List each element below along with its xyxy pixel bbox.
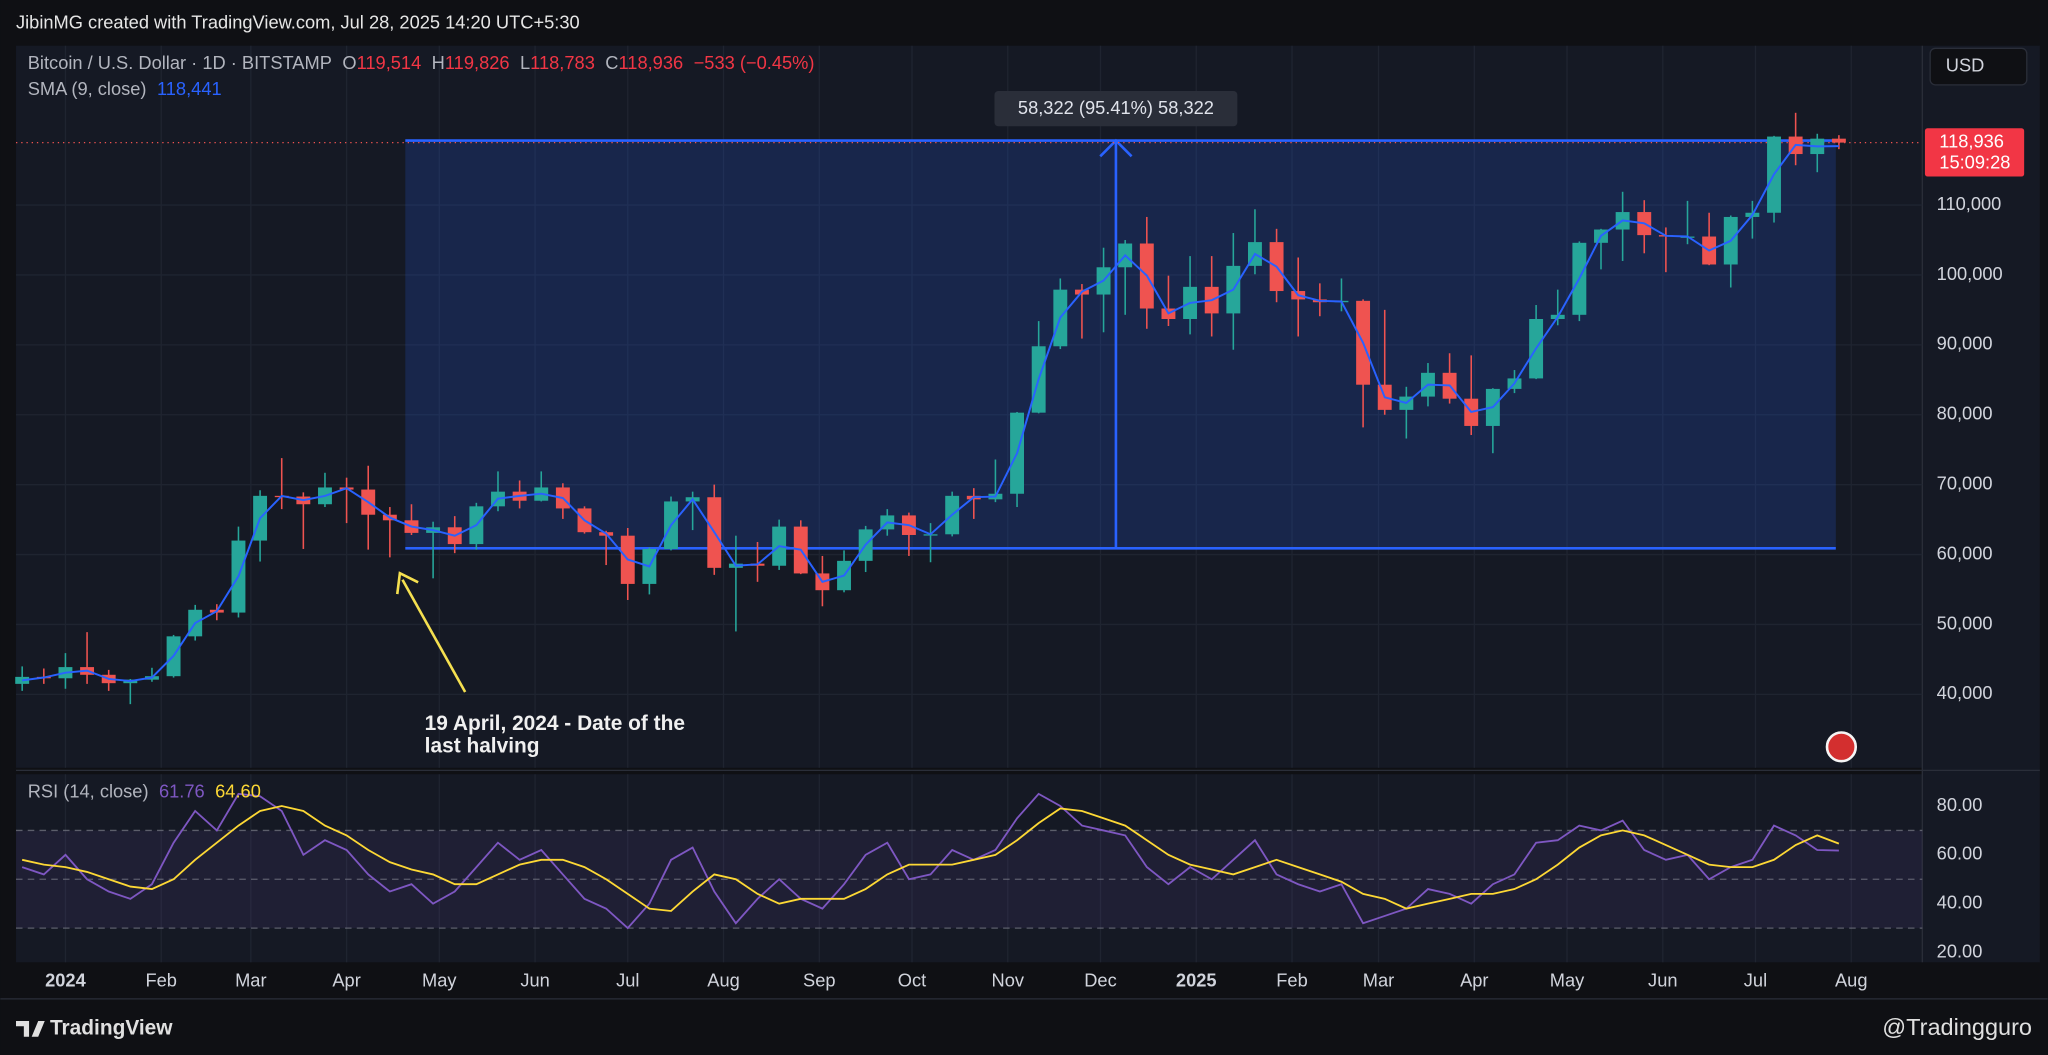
y-tick-label: 110,000 — [1937, 193, 2002, 214]
candle-body — [1831, 138, 1846, 143]
annotation: 19 April, 2024 - Date of the last halvin… — [395, 571, 685, 757]
field-value: 119,826 — [445, 52, 510, 73]
currency[interactable]: USD — [1946, 54, 1985, 75]
x-tick-label: May — [1550, 970, 1585, 991]
rsi-tick-label: 20.00 — [1937, 940, 1983, 961]
x-tick-label: 2024 — [45, 970, 86, 991]
sma-line — [22, 143, 1839, 683]
field-key: L — [520, 52, 530, 73]
rsi-tick-label: 60.00 — [1937, 843, 1983, 864]
price-label-bg — [1924, 128, 2025, 177]
x-tick-label: Mar — [1363, 970, 1394, 991]
x-tick-label: Jun — [1648, 970, 1677, 991]
rsi-line — [21, 805, 1840, 912]
measure-box — [405, 140, 1836, 549]
rsi-legend: RSI (14, close) 61.76 64.60 — [28, 780, 261, 801]
x-tick-label: Jun — [520, 970, 549, 991]
x-tick-label: Feb — [1276, 970, 1307, 991]
x-tick-label: Nov — [992, 970, 1025, 991]
currency-button[interactable] — [1929, 47, 2028, 86]
y-tick-label: 60,000 — [1937, 542, 1993, 563]
y-tick-label: 100,000 — [1937, 263, 2003, 284]
rsi-line — [21, 792, 1839, 930]
y-tick-label: 50,000 — [1937, 612, 1993, 633]
measure-label: 58,322 (95.41%) 58,322 — [1018, 97, 1214, 118]
rsi-name: RSI (14, close) — [28, 780, 149, 801]
y-tick-label: 80,000 — [1937, 403, 1993, 424]
brand-logo — [16, 1021, 45, 1037]
rsi-pane — [16, 774, 1923, 963]
credit: @Tradingguro — [1882, 1014, 2032, 1040]
field-key: O — [342, 52, 356, 73]
y-tick-label: 90,000 — [1937, 333, 1993, 354]
x-tick-label: Apr — [332, 970, 360, 991]
x-tick-label: Mar — [235, 970, 266, 991]
annotation-arrow — [401, 579, 467, 693]
field-value: 118,936 — [619, 52, 684, 73]
price-label: 118,936 — [1939, 130, 2004, 151]
rsi-tick-label: 80.00 — [1937, 794, 1983, 815]
x-tick-label: Oct — [898, 970, 926, 991]
header: JibinMG created with TradingView.com, Ju… — [16, 11, 580, 32]
field-key: H — [432, 52, 445, 73]
field-key: C — [605, 52, 618, 73]
rsi-tick-label: 40.00 — [1937, 892, 1983, 913]
grid — [16, 45, 1923, 963]
symbol: Bitcoin / U.S. Dollar · 1D · BITSTAMP — [28, 52, 332, 73]
y-tick-label: 70,000 — [1937, 472, 1993, 493]
measure-arrowhead — [1099, 138, 1133, 158]
x-tick-label: 2025 — [1176, 970, 1217, 991]
legend: Bitcoin / U.S. Dollar · 1D · BITSTAMP O11… — [28, 52, 815, 73]
x-tick-label: May — [422, 970, 457, 991]
sma-value: 118,441 — [157, 78, 222, 99]
annotation-line: last halving — [425, 734, 540, 757]
brand: TradingView — [50, 1016, 173, 1039]
sma-legend: SMA (9, close) 118,441 — [28, 78, 222, 99]
rsi-value: 61.76 — [159, 780, 205, 801]
sma-name: SMA (9, close) — [28, 78, 147, 99]
x-tick-label: Feb — [145, 970, 176, 991]
x-tick-label: Aug — [707, 970, 740, 991]
annotation-arrowhead — [395, 571, 419, 595]
price-scale — [1922, 45, 2040, 963]
rsi-ma-value: 64.60 — [215, 780, 261, 801]
y-tick-label: 40,000 — [1937, 682, 1993, 703]
field-value: 118,783 — [530, 52, 595, 73]
change: −533 (−0.45%) — [694, 52, 815, 73]
x-tick-label: Jul — [1744, 970, 1767, 991]
x-tick-label: Aug — [1835, 970, 1868, 991]
annotation-line: 19 April, 2024 - Date of the — [425, 712, 685, 735]
measure-label-bg — [994, 90, 1238, 127]
x-tick-label: Sep — [803, 970, 836, 991]
x-tick-label: Jul — [616, 970, 639, 991]
x-tick-label: Apr — [1460, 970, 1488, 991]
plot — [15, 112, 1923, 930]
field-value: 119,514 — [357, 52, 422, 73]
event-icon[interactable] — [1825, 731, 1858, 763]
countdown: 15:09:28 — [1939, 151, 2010, 172]
x-tick-label: Dec — [1084, 970, 1116, 991]
price-pane — [16, 45, 1923, 768]
